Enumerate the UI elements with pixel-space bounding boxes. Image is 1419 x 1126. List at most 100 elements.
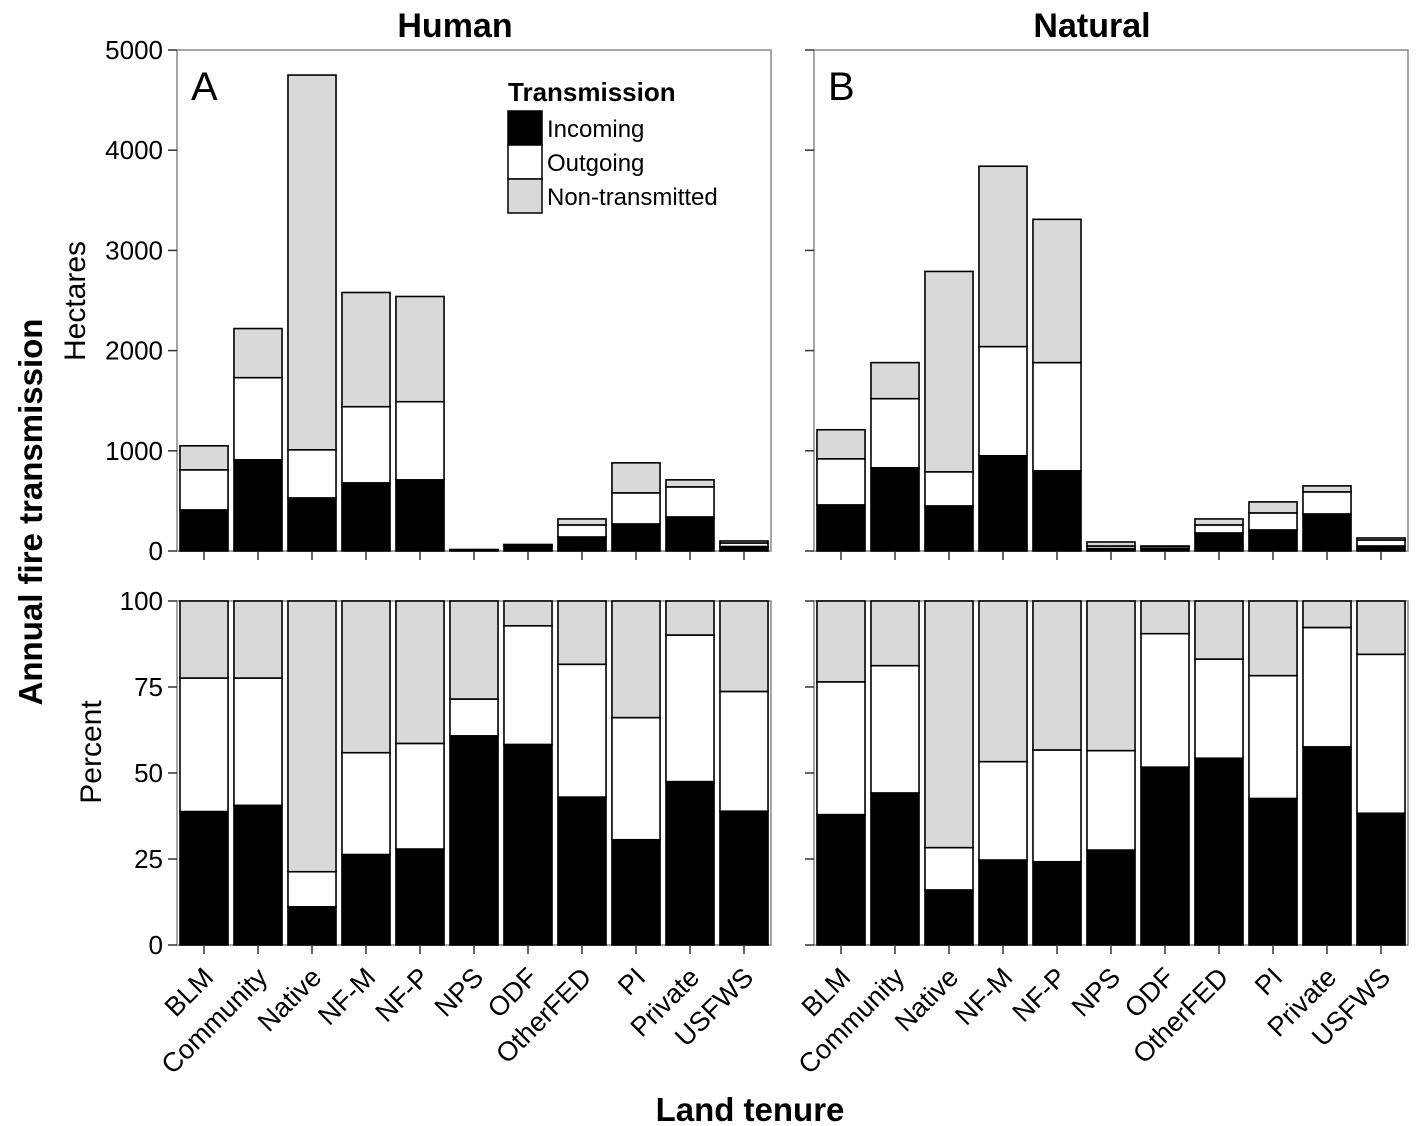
bar-d-nps-incoming bbox=[1086, 849, 1136, 946]
bar-d-otherfed-incoming bbox=[1194, 757, 1244, 946]
bar-c-private-non-transmitted bbox=[665, 600, 715, 636]
bar-c-community-outgoing bbox=[233, 677, 283, 807]
bar-d-community-outgoing bbox=[870, 664, 920, 794]
bar-a-blm-incoming bbox=[179, 509, 229, 552]
bar-c-nf-m-outgoing bbox=[341, 751, 391, 856]
bar-d-nf-m-incoming bbox=[978, 859, 1028, 946]
bar-b-community-non-transmitted bbox=[870, 361, 920, 400]
y-tick-label-c-50: 50 bbox=[134, 758, 163, 788]
y-tick-label-a-0: 0 bbox=[149, 536, 163, 566]
bar-b-blm-incoming bbox=[816, 504, 866, 552]
bar-b-nf-p-non-transmitted bbox=[1032, 218, 1082, 364]
legend-swatch-non-transmitted bbox=[507, 178, 543, 214]
bar-d-nf-p-non-transmitted bbox=[1032, 600, 1082, 751]
x-tick-label-d-nf-m: NF-M bbox=[949, 962, 1018, 1031]
bar-a-otherfed-incoming bbox=[557, 536, 607, 552]
bar-c-odf-outgoing bbox=[503, 624, 553, 746]
x-axis-title: Land tenure bbox=[656, 1091, 845, 1126]
x-tick-label-c-nf-p: NF-P bbox=[369, 962, 435, 1028]
bar-a-nf-p-non-transmitted bbox=[395, 295, 445, 403]
bar-d-community-non-transmitted bbox=[870, 600, 920, 667]
bar-c-community-incoming bbox=[233, 804, 283, 946]
bar-d-usfws-incoming bbox=[1356, 812, 1406, 946]
bar-c-community-non-transmitted bbox=[233, 600, 283, 679]
bar-d-pi-non-transmitted bbox=[1248, 600, 1298, 677]
bar-d-private-outgoing bbox=[1302, 626, 1352, 748]
bar-c-blm-incoming bbox=[179, 810, 229, 946]
bar-b-otherfed-non-transmitted bbox=[1194, 518, 1244, 526]
bar-c-nps-incoming bbox=[449, 735, 499, 946]
bar-c-nf-p-non-transmitted bbox=[395, 600, 445, 745]
bar-c-private-outgoing bbox=[665, 634, 715, 783]
bar-b-nf-m-outgoing bbox=[978, 345, 1028, 457]
bar-b-nf-m-incoming bbox=[978, 455, 1028, 552]
bar-d-private-non-transmitted bbox=[1302, 600, 1352, 629]
bar-a-nf-m-outgoing bbox=[341, 405, 391, 484]
bar-a-odf-incoming bbox=[503, 544, 553, 552]
bar-a-community-outgoing bbox=[233, 376, 283, 461]
bar-b-nf-p-incoming bbox=[1032, 470, 1082, 552]
bar-b-pi-non-transmitted bbox=[1248, 501, 1298, 514]
bar-d-otherfed-non-transmitted bbox=[1194, 600, 1244, 660]
bar-c-nf-p-outgoing bbox=[395, 742, 445, 850]
bar-d-native-outgoing bbox=[924, 846, 974, 891]
bar-b-private-non-transmitted bbox=[1302, 485, 1352, 493]
bar-a-pi-non-transmitted bbox=[611, 462, 661, 494]
bar-c-blm-outgoing bbox=[179, 677, 229, 813]
bar-c-pi-outgoing bbox=[611, 716, 661, 841]
bar-d-nps-non-transmitted bbox=[1086, 600, 1136, 752]
x-tick-label-d-pi: PI bbox=[1249, 962, 1288, 1001]
y-tick-label-c-100: 100 bbox=[120, 586, 163, 616]
bar-a-blm-non-transmitted bbox=[179, 444, 229, 471]
bar-d-nf-p-incoming bbox=[1032, 860, 1082, 946]
bar-c-otherfed-non-transmitted bbox=[557, 600, 607, 666]
bar-c-usfws-outgoing bbox=[719, 690, 769, 812]
panel-a-letter: A bbox=[191, 65, 218, 109]
bar-a-native-incoming bbox=[287, 497, 337, 552]
bar-d-usfws-non-transmitted bbox=[1356, 600, 1406, 656]
bar-c-nps-non-transmitted bbox=[449, 600, 499, 700]
bar-a-pi-incoming bbox=[611, 523, 661, 552]
y-tick-label-c-75: 75 bbox=[134, 672, 163, 702]
bar-b-odf-non-transmitted bbox=[1140, 545, 1190, 548]
legend-swatch-incoming bbox=[507, 110, 543, 146]
x-tick-label-d-nps: NPS bbox=[1066, 962, 1126, 1022]
bar-c-pi-incoming bbox=[611, 838, 661, 946]
bar-a-private-non-transmitted bbox=[665, 479, 715, 488]
bar-a-community-incoming bbox=[233, 459, 283, 552]
bar-b-private-incoming bbox=[1302, 513, 1352, 552]
bar-c-usfws-non-transmitted bbox=[719, 600, 769, 693]
bar-d-community-incoming bbox=[870, 792, 920, 946]
bar-a-community-non-transmitted bbox=[233, 327, 283, 379]
y-axis-title: Annual fire transmission bbox=[12, 319, 49, 706]
y-tick-label-a-1000: 1000 bbox=[105, 436, 163, 466]
bar-c-usfws-incoming bbox=[719, 810, 769, 946]
legend-label-incoming: Incoming bbox=[547, 116, 644, 143]
bar-b-nps-non-transmitted bbox=[1086, 541, 1136, 547]
bar-b-native-incoming bbox=[924, 505, 974, 552]
panel-b-letter: B bbox=[828, 65, 855, 109]
bar-c-nf-p-incoming bbox=[395, 848, 445, 946]
bar-d-odf-non-transmitted bbox=[1140, 600, 1190, 635]
bar-c-native-outgoing bbox=[287, 870, 337, 908]
bar-b-native-non-transmitted bbox=[924, 270, 974, 473]
bar-b-pi-outgoing bbox=[1248, 512, 1298, 531]
bar-a-otherfed-non-transmitted bbox=[557, 518, 607, 526]
bar-b-native-outgoing bbox=[924, 471, 974, 507]
bar-d-private-incoming bbox=[1302, 746, 1352, 946]
bar-c-native-non-transmitted bbox=[287, 600, 337, 873]
bar-c-pi-non-transmitted bbox=[611, 600, 661, 719]
bar-d-odf-outgoing bbox=[1140, 632, 1190, 768]
bar-b-community-outgoing bbox=[870, 397, 920, 469]
bar-d-usfws-outgoing bbox=[1356, 653, 1406, 815]
bar-b-nf-p-outgoing bbox=[1032, 361, 1082, 472]
plot-layer: A010002000300040005000BC0255075100BLMCom… bbox=[105, 35, 1409, 1080]
legend-title: Transmission bbox=[508, 77, 676, 107]
bar-a-blm-outgoing bbox=[179, 469, 229, 511]
bar-c-native-incoming bbox=[287, 906, 337, 946]
bar-a-private-incoming bbox=[665, 516, 715, 552]
column-title-human: Human bbox=[397, 7, 512, 45]
bar-d-blm-outgoing bbox=[816, 681, 866, 816]
bar-a-native-outgoing bbox=[287, 448, 337, 499]
